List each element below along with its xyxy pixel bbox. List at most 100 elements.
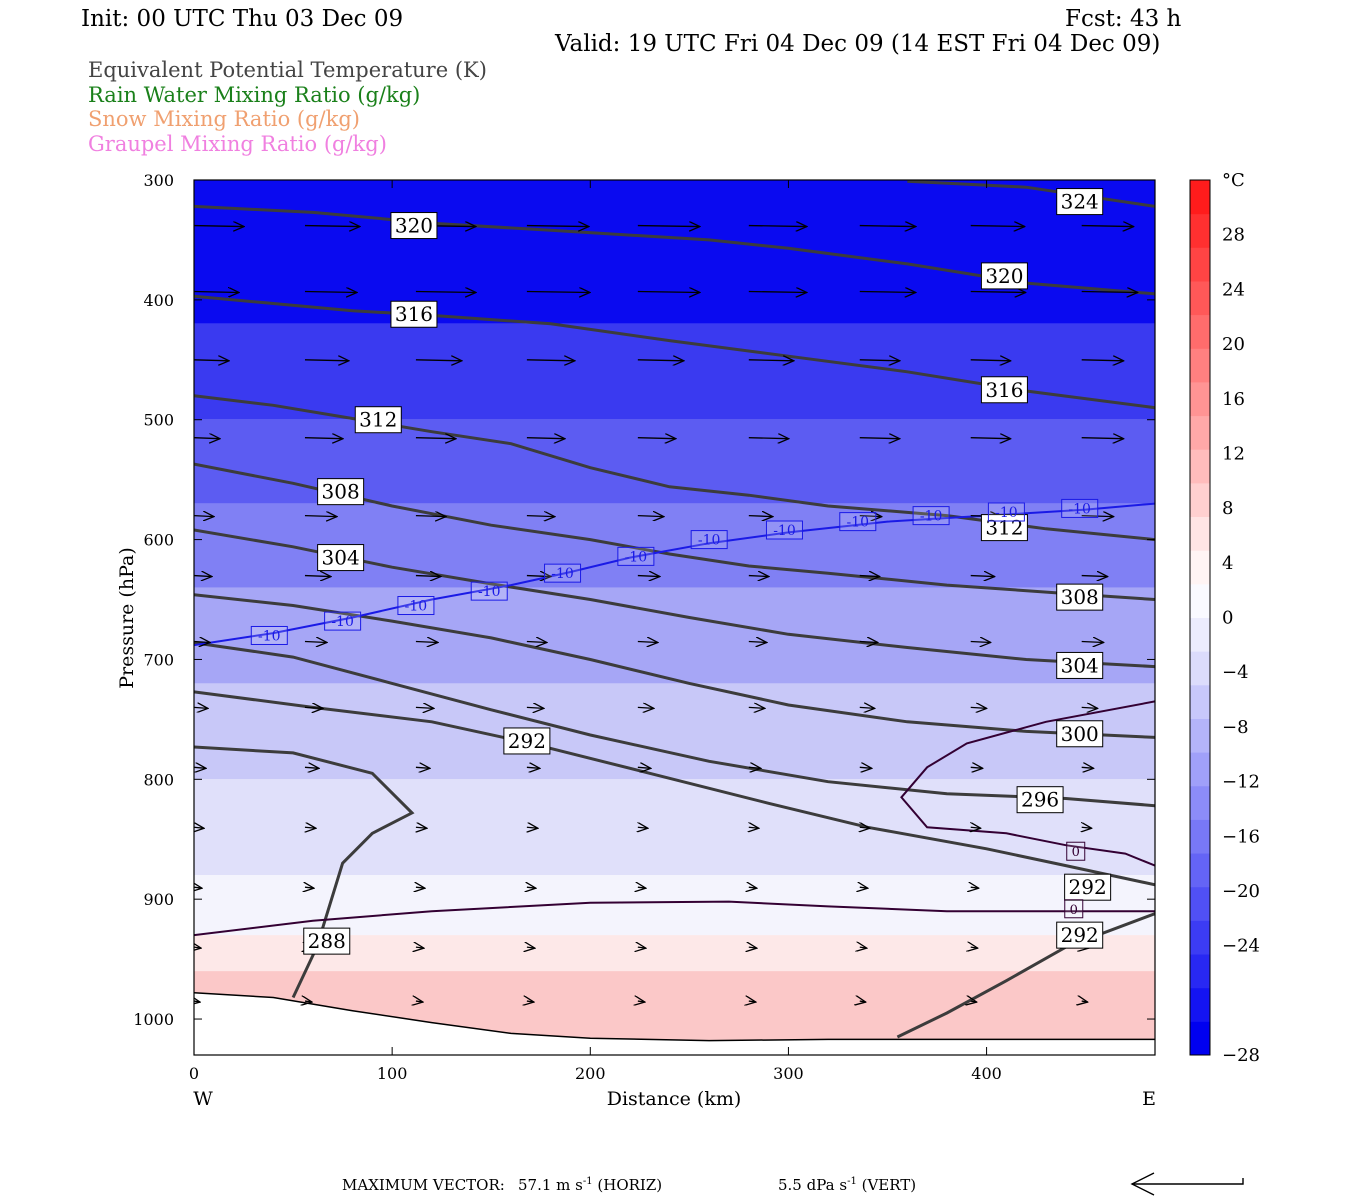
isotherm-label: 0 xyxy=(1070,903,1078,918)
isotherm-label: -10 xyxy=(1068,501,1091,517)
theta-e-label-box xyxy=(317,478,365,506)
colorbar-tick-label: 28 xyxy=(1222,225,1245,246)
isotherm-label-box xyxy=(1064,899,1084,919)
theta-e-label-box xyxy=(980,262,1028,290)
colorbar-swatch xyxy=(1190,348,1210,383)
y-tick-label: 400 xyxy=(143,291,174,310)
wind-vector xyxy=(970,438,1011,439)
wind-vector xyxy=(415,438,456,439)
theta-e-label: 304 xyxy=(1061,653,1099,677)
isotherm-label: -10 xyxy=(405,599,428,615)
wind-vector xyxy=(1081,767,1094,768)
theta-e-label-box xyxy=(1016,786,1064,814)
colorbar-swatch xyxy=(1190,516,1210,551)
wind-vector xyxy=(1081,707,1098,708)
isotherm-line-2 xyxy=(900,700,1155,867)
isotherm-label-box xyxy=(544,563,582,583)
max-vert-exp: -1 xyxy=(847,1176,857,1187)
theta-e-label: 296 xyxy=(1021,788,1059,812)
title-rain-water: Rain Water Mixing Ratio (g/kg) xyxy=(88,83,421,107)
theta-e-label: 312 xyxy=(985,516,1023,540)
theta-e-label: 304 xyxy=(322,546,360,570)
theta-e-label: 324 xyxy=(1061,190,1099,214)
wind-vector xyxy=(304,707,323,708)
wind-vector xyxy=(194,827,204,828)
wind-vector xyxy=(194,887,202,888)
colorbar-swatch xyxy=(1190,617,1210,652)
theta-e-line-324 xyxy=(907,180,1155,208)
isotherm-label-box xyxy=(690,530,728,550)
theta-e-label: 292 xyxy=(1069,875,1107,899)
colorbar-swatch xyxy=(1190,684,1210,719)
max-vector-label: MAXIMUM VECTOR: xyxy=(342,1176,505,1194)
isotherm-label-box xyxy=(324,611,362,631)
theta-e-label: 292 xyxy=(1061,923,1099,947)
fill-band-5 xyxy=(194,683,1155,780)
y-tick-label: 800 xyxy=(143,770,174,789)
wind-vector xyxy=(637,438,676,439)
wind-vector xyxy=(970,226,1025,227)
colorbar-swatch xyxy=(1190,819,1210,854)
fill-band-4 xyxy=(194,587,1155,684)
wind-vector xyxy=(749,947,757,948)
wind-vector xyxy=(194,641,210,642)
valid-time: Valid: 19 UTC Fri 04 Dec 09 (14 EST Fri … xyxy=(555,31,1161,57)
wind-vector xyxy=(970,641,991,642)
theta-e-label: 316 xyxy=(395,302,433,326)
wind-vector xyxy=(638,947,646,948)
wind-vector xyxy=(970,360,1011,361)
wind-vector xyxy=(971,827,981,828)
theta-e-label: 320 xyxy=(395,214,433,238)
y-tick-label: 700 xyxy=(143,650,174,669)
wind-vector xyxy=(748,291,807,292)
wind-vector xyxy=(194,576,212,577)
wind-vector xyxy=(526,291,590,292)
wind-vector xyxy=(749,887,757,888)
colorbar-tick-label: 8 xyxy=(1222,498,1233,519)
isotherm-label: -10 xyxy=(698,533,721,549)
max-horiz-value: 57.1 m s xyxy=(518,1176,583,1194)
wind-vector xyxy=(194,707,208,708)
colorbar-swatch xyxy=(1190,651,1210,686)
wind-vector xyxy=(859,576,880,577)
isotherm-label: -10 xyxy=(995,505,1018,521)
colorbar: 28 24 20 16 12 8 4 0 −4 −8 −12 −16 −20 −24 −28 xyxy=(1189,179,1260,1066)
wind-vector xyxy=(304,576,331,577)
theta-e-label-box xyxy=(1056,720,1104,748)
wind-vector xyxy=(527,827,538,828)
theta-e-label-box xyxy=(980,514,1028,542)
isotherm-label-box xyxy=(987,502,1025,522)
isotherm-label-box xyxy=(1066,841,1086,861)
x-tick-label: 200 xyxy=(575,1064,606,1083)
wind-vector xyxy=(194,767,206,768)
isotherm-label: -10 xyxy=(920,509,943,525)
colorbar-tick-label: 20 xyxy=(1222,334,1245,355)
wind-vector xyxy=(526,641,547,642)
cross-section-chart: 324 320 320 316 316 312 312 308 308 304 304 300 296 2… xyxy=(116,170,1260,1110)
colorbar-tick-label: −12 xyxy=(1222,772,1260,793)
wind-vector xyxy=(970,291,1026,292)
wind-vector xyxy=(971,1001,977,1002)
isotherm-label: -10 xyxy=(331,614,354,630)
theta-e-label: 308 xyxy=(322,480,360,504)
theta-e-line-300 xyxy=(194,593,1155,739)
wind-vector xyxy=(527,887,536,888)
wind-vector xyxy=(304,438,343,439)
isotherm-label: -10 xyxy=(847,515,870,531)
x-tick-label: 0 xyxy=(189,1064,199,1083)
wind-vector xyxy=(194,1001,200,1002)
title-theta-e: Equivalent Potential Temperature (K) xyxy=(88,58,487,82)
wind-vector xyxy=(748,576,769,577)
wind-vector xyxy=(194,360,229,361)
max-vector-vert: 5.5 dPa s-1 (VERT) xyxy=(778,1176,916,1194)
colorbar-tick-label: −20 xyxy=(1222,881,1260,902)
wind-vector xyxy=(748,226,807,227)
colorbar-tick-label: 16 xyxy=(1222,389,1245,410)
wind-vector xyxy=(638,887,646,888)
theta-e-label-box xyxy=(1056,583,1104,611)
fill-band-6 xyxy=(194,779,1155,876)
wind-vector xyxy=(305,827,316,828)
wind-vector xyxy=(970,707,987,708)
wind-vector xyxy=(748,516,773,517)
axes: 0 100 200 300 400 300 400 500 600 700 800 900 1000 xyxy=(133,171,1155,1083)
